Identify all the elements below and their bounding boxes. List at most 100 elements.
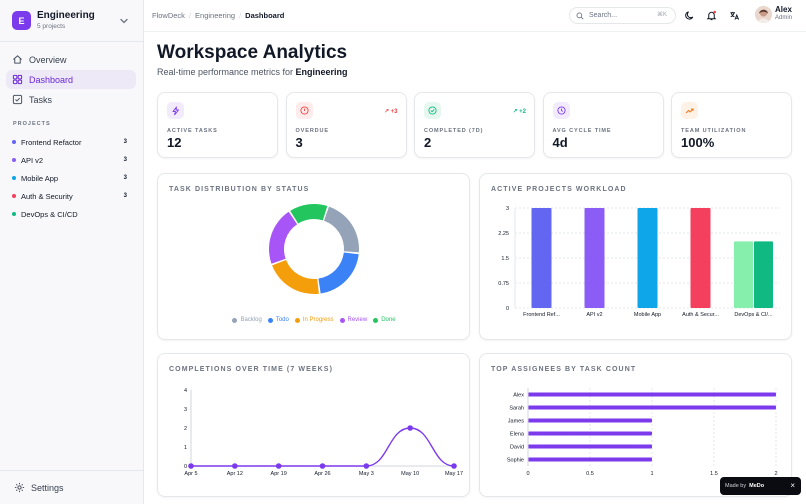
settings-button[interactable]: Settings xyxy=(0,470,144,504)
legend-label: Todo xyxy=(275,317,289,323)
donut-slice-done[interactable] xyxy=(290,204,328,224)
legend-item[interactable]: Todo xyxy=(267,317,289,323)
x-tick-label: Apr 5 xyxy=(184,471,197,477)
made-by-badge[interactable]: Made by MeDo × xyxy=(720,477,801,495)
trend-value: +3 xyxy=(390,109,398,115)
project-item[interactable]: Frontend Refactor 3 xyxy=(12,133,130,151)
stat-value: 2 xyxy=(424,135,432,150)
data-point[interactable] xyxy=(319,463,326,469)
breadcrumb-item[interactable]: FlowDeck xyxy=(152,11,185,20)
y-tick-label: David xyxy=(510,445,524,451)
breadcrumb: FlowDeck / Engineering / Dashboard xyxy=(152,11,284,20)
stat-card: AVG CYCLE TIME 4d xyxy=(542,92,664,158)
search-input[interactable]: Search... ⌘K xyxy=(569,7,676,24)
project-count: 3 xyxy=(123,139,127,145)
search-placeholder: Search... xyxy=(589,12,618,19)
breadcrumb-current: Dashboard xyxy=(245,11,285,20)
trend-up-icon xyxy=(681,102,698,119)
project-count: 3 xyxy=(123,193,127,199)
theme-toggle-icon[interactable] xyxy=(684,10,695,21)
project-workload-panel: ACTIVE PROJECTS WORKLOAD 0 0.75 1.5 2.25 3 Fr… xyxy=(479,173,792,340)
workload-bar[interactable] xyxy=(584,208,605,308)
legend-item[interactable]: In Progress xyxy=(294,317,334,323)
assignee-bar[interactable] xyxy=(528,418,652,423)
legend-item[interactable]: Done xyxy=(373,317,396,323)
workspace-badge: E xyxy=(12,11,31,30)
y-tick-label: 4 xyxy=(184,388,187,394)
assignee-bar[interactable] xyxy=(528,392,776,397)
data-point[interactable] xyxy=(275,463,282,469)
workload-bar[interactable] xyxy=(734,241,753,308)
stat-label: TEAM UTILIZATION xyxy=(681,128,747,134)
y-tick-label: 2.25 xyxy=(498,231,509,237)
stat-label: OVERDUE xyxy=(295,128,329,134)
project-item[interactable]: Mobile App 3 xyxy=(12,169,130,187)
legend-item[interactable]: Backlog xyxy=(232,317,262,323)
assignee-bar[interactable] xyxy=(528,444,652,449)
workspace-switcher[interactable]: E Engineering 5 projects xyxy=(0,0,144,42)
y-tick-label: Alex xyxy=(513,393,524,399)
legend-label: Review xyxy=(347,317,368,323)
legend-item[interactable]: Review xyxy=(339,317,368,323)
stat-card: ACTIVE TASKS 12 xyxy=(157,92,278,158)
workspace-name: Engineering xyxy=(37,10,95,21)
project-color-dot xyxy=(12,158,16,162)
data-point[interactable] xyxy=(363,463,370,469)
project-item[interactable]: API v2 3 xyxy=(12,151,130,169)
language-icon[interactable] xyxy=(729,10,740,21)
search-shortcut: ⌘K xyxy=(656,12,667,18)
data-point[interactable] xyxy=(407,425,413,431)
donut-slice-todo[interactable] xyxy=(318,252,359,294)
legend-swatch xyxy=(294,317,300,323)
breadcrumb-separator: / xyxy=(188,11,192,20)
donut-slice-review[interactable] xyxy=(269,211,298,264)
project-item[interactable]: DevOps & CI/CD xyxy=(12,205,130,223)
data-point[interactable] xyxy=(188,463,194,469)
workload-bar[interactable] xyxy=(531,208,552,308)
close-icon[interactable]: × xyxy=(790,481,795,490)
bell-icon[interactable] xyxy=(706,10,717,21)
workload-bar[interactable] xyxy=(637,208,658,308)
donut-slice-backlog[interactable] xyxy=(324,206,359,253)
assignee-bar[interactable] xyxy=(528,405,776,410)
x-tick-label: Apr 26 xyxy=(314,471,330,477)
nav-item-tasks[interactable]: Tasks xyxy=(6,90,136,109)
alert-icon xyxy=(295,102,313,119)
breadcrumb-item[interactable]: Engineering xyxy=(195,11,236,20)
project-color-dot xyxy=(12,194,16,198)
project-item[interactable]: Auth & Security 3 xyxy=(12,187,130,205)
x-tick-label: 1.5 xyxy=(710,471,718,477)
avatar[interactable] xyxy=(755,6,772,23)
bolt-icon xyxy=(167,102,184,119)
stat-card: TEAM UTILIZATION 100% xyxy=(671,92,792,158)
panel-title: COMPLETIONS OVER TIME (7 WEEKS) xyxy=(169,366,333,373)
assignee-bar[interactable] xyxy=(528,457,652,462)
legend-swatch xyxy=(339,317,345,323)
data-point[interactable] xyxy=(451,463,457,469)
made-by-brand: MeDo xyxy=(749,483,765,489)
y-tick-label: James xyxy=(508,419,524,425)
stat-label: ACTIVE TASKS xyxy=(167,128,218,134)
x-tick-label: Auth & Secur... xyxy=(682,312,719,318)
assignee-bar[interactable] xyxy=(528,431,652,436)
nav-item-dashboard[interactable]: Dashboard xyxy=(6,70,136,89)
sidebar: E Engineering 5 projects Overview Dashbo… xyxy=(0,0,144,504)
legend-label: In Progress xyxy=(302,317,334,323)
clock-icon xyxy=(552,102,570,119)
legend-label: Backlog xyxy=(240,317,262,323)
breadcrumb-separator: / xyxy=(239,11,242,20)
workload-bar[interactable] xyxy=(690,208,711,308)
chevron-down-icon[interactable] xyxy=(118,15,130,27)
workload-bar[interactable] xyxy=(754,241,773,308)
donut-slice-in-progress[interactable] xyxy=(272,259,319,294)
data-point[interactable] xyxy=(232,463,238,469)
stat-trend: ↗ +3 xyxy=(384,108,398,115)
y-tick-label: 2 xyxy=(184,426,187,432)
project-count: 3 xyxy=(123,175,127,181)
user-role: Admin xyxy=(775,15,793,21)
main-nav: Overview Dashboard Tasks xyxy=(6,50,136,110)
donut-chart xyxy=(269,204,359,294)
x-tick-label: 0 xyxy=(526,471,529,477)
nav-item-overview[interactable]: Overview xyxy=(6,50,136,69)
